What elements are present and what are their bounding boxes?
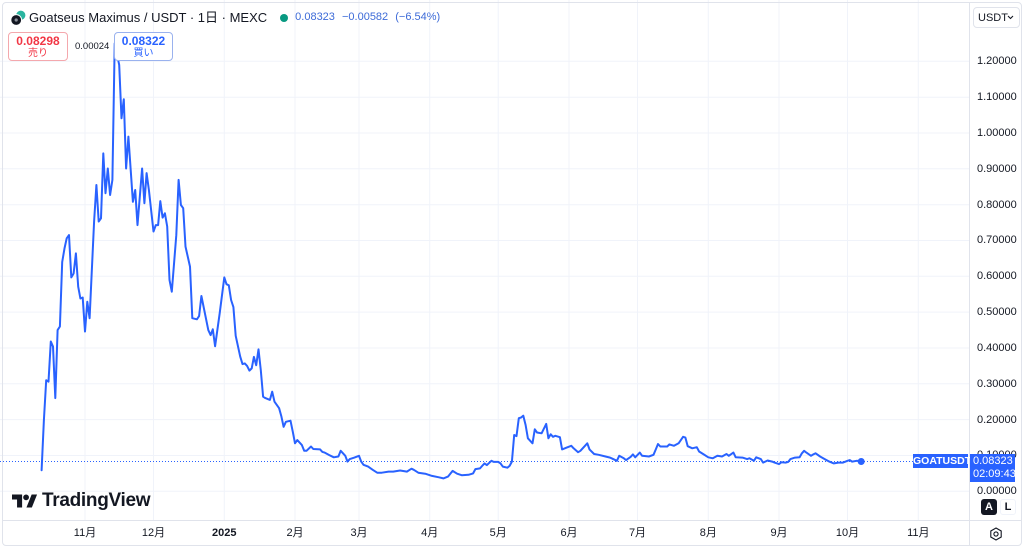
legend-change-percent: (−6.54%) — [395, 11, 441, 23]
sell-button[interactable]: 0.08298 売り — [8, 32, 68, 61]
price-axis-label: 0.50000 — [977, 306, 1017, 319]
price-axis-label: 0.70000 — [977, 234, 1017, 247]
legend-last-price: 0.08323 — [295, 11, 335, 23]
time-axis-label: 11月 — [73, 527, 97, 539]
bar-close-countdown: 02:09:43 — [973, 468, 1016, 481]
price-axis-label: 1.10000 — [977, 91, 1017, 104]
price-axis-label: 0.60000 — [977, 270, 1017, 283]
price-line-series[interactable] — [40, 42, 863, 480]
time-axis[interactable] — [2, 520, 969, 546]
last-price-tag-value: 0.08323 — [973, 455, 1013, 468]
axis-corner — [969, 520, 1022, 546]
price-axis-label: 0.40000 — [977, 341, 1017, 354]
time-axis-label: 4月 — [421, 527, 439, 539]
chart-canvas[interactable] — [0, 0, 969, 521]
price-axis[interactable] — [969, 2, 1022, 521]
legend-change: −0.00582 — [341, 11, 389, 23]
time-axis-label: 11月 — [907, 527, 930, 539]
currency-value: USDT — [978, 11, 1008, 24]
time-axis-label: 3月 — [350, 527, 368, 539]
settings-gear-icon[interactable] — [989, 526, 1003, 541]
last-price-tag: 0.08323 02:09:43 — [970, 454, 1016, 483]
symbol-title[interactable]: Goatseus Maximus / USDT · 1日 · MEXC — [29, 10, 268, 25]
chevron-down-icon — [1007, 15, 1014, 20]
time-axis-label: 10月 — [835, 527, 860, 539]
buy-label: 買い — [133, 48, 154, 59]
price-axis-label: 0.20000 — [977, 413, 1017, 426]
time-axis-label: 5月 — [489, 527, 507, 539]
auto-scale-button[interactable]: A — [981, 499, 997, 515]
sell-price: 0.08298 — [16, 34, 60, 48]
time-axis-label: 7月 — [628, 527, 647, 539]
time-axis-label: 8月 — [699, 527, 717, 539]
chart-legend: Goatseus Maximus / USDT · 1日 · MEXC 0.08… — [10, 9, 444, 26]
time-axis-label: 12月 — [141, 527, 166, 539]
currency-selector[interactable]: USDT — [973, 7, 1020, 28]
coin-logo-icon — [10, 10, 26, 26]
price-axis-label: 0.00000 — [977, 485, 1017, 498]
log-scale-button[interactable]: L — [1000, 499, 1016, 515]
time-axis-label: 2月 — [286, 527, 304, 539]
tradingview-logo-icon — [12, 494, 38, 508]
sell-label: 売り — [28, 48, 48, 59]
gridlines — [0, 0, 969, 521]
chart-pane[interactable] — [0, 0, 969, 521]
legend-values: 0.08323 −0.00582 (−6.54%) — [295, 9, 444, 26]
price-axis-label: 0.80000 — [977, 198, 1017, 211]
time-axis-label: 6月 — [560, 527, 578, 539]
price-axis-label: 0.30000 — [977, 377, 1017, 390]
spread-value: 0.00024 — [75, 41, 110, 52]
time-axis-label: 9月 — [770, 527, 788, 539]
last-price-marker — [857, 458, 865, 465]
price-axis-label: 1.20000 — [977, 55, 1017, 68]
market-status-dot-icon — [280, 13, 289, 22]
time-axis-label: 2025 — [212, 527, 237, 539]
price-axis-label: 1.00000 — [977, 127, 1017, 139]
buy-button[interactable]: 0.08322 買い — [114, 32, 173, 61]
symbol-price-tag: GOATUSDT — [913, 454, 972, 469]
price-axis-label: 0.90000 — [977, 162, 1017, 175]
tradingview-watermark[interactable]: TradingView — [12, 490, 151, 511]
watermark-text: TradingView — [42, 490, 151, 511]
buy-price: 0.08322 — [121, 34, 166, 48]
